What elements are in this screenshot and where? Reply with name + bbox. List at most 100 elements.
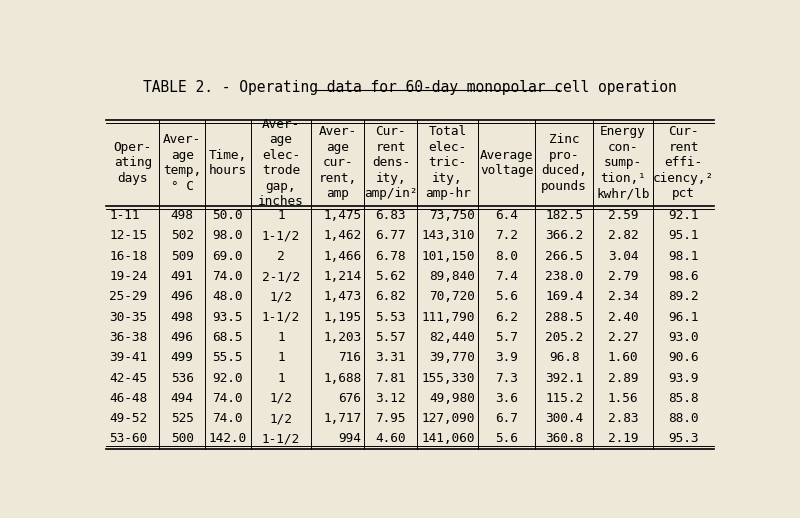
Text: 509: 509 [170,250,194,263]
Text: 2.82: 2.82 [608,229,638,242]
Text: 2: 2 [277,250,285,263]
Text: 73,750: 73,750 [429,209,474,222]
Text: Cur-
rent
effi-
ciency,²
pct: Cur- rent effi- ciency,² pct [653,125,714,200]
Text: 1: 1 [277,371,285,384]
Text: 143,310: 143,310 [422,229,474,242]
Text: 392.1: 392.1 [545,371,583,384]
Text: 496: 496 [170,331,194,344]
Text: 88.0: 88.0 [668,412,699,425]
Text: 6.77: 6.77 [375,229,406,242]
Text: 1,466: 1,466 [323,250,361,263]
Text: 500: 500 [170,433,194,445]
Text: Oper-
ating
days: Oper- ating days [114,141,152,185]
Text: 1: 1 [277,331,285,344]
Text: 55.5: 55.5 [213,351,243,364]
Text: 69.0: 69.0 [213,250,243,263]
Text: 39-41: 39-41 [110,351,147,364]
Text: 8.0: 8.0 [495,250,518,263]
Text: 74.0: 74.0 [213,270,243,283]
Text: 536: 536 [170,371,194,384]
Text: 74.0: 74.0 [213,412,243,425]
Text: 676: 676 [338,392,361,405]
Text: 1,214: 1,214 [323,270,361,283]
Text: 49-52: 49-52 [110,412,147,425]
Text: 115.2: 115.2 [545,392,583,405]
Text: 1,203: 1,203 [323,331,361,344]
Text: 288.5: 288.5 [545,311,583,324]
Text: 92.0: 92.0 [213,371,243,384]
Text: 25-29: 25-29 [110,291,147,304]
Text: Cur-
rent
dens-
ity,
amp/in²: Cur- rent dens- ity, amp/in² [364,125,418,200]
Text: 89,840: 89,840 [429,270,474,283]
Text: 1,195: 1,195 [323,311,361,324]
Text: 716: 716 [338,351,361,364]
Text: 2.34: 2.34 [608,291,638,304]
Text: 491: 491 [170,270,194,283]
Text: 70,720: 70,720 [429,291,474,304]
Text: 360.8: 360.8 [545,433,583,445]
Text: 7.4: 7.4 [495,270,518,283]
Text: Energy
con-
sump-
tion,¹
kwhr/lb: Energy con- sump- tion,¹ kwhr/lb [597,125,650,200]
Text: 1,688: 1,688 [323,371,361,384]
Text: 1: 1 [277,209,285,222]
Text: 96.1: 96.1 [668,311,699,324]
Text: Zinc
pro-
duced,
pounds: Zinc pro- duced, pounds [542,133,587,193]
Text: 92.1: 92.1 [668,209,699,222]
Text: 1/2: 1/2 [270,291,292,304]
Text: 53-60: 53-60 [110,433,147,445]
Text: 5.6: 5.6 [495,291,518,304]
Text: 49,980: 49,980 [429,392,474,405]
Text: 12-15: 12-15 [110,229,147,242]
Text: 5.53: 5.53 [375,311,406,324]
Text: 6.78: 6.78 [375,250,406,263]
Text: Aver-
age
elec-
trode
gap,
inches: Aver- age elec- trode gap, inches [258,118,304,208]
Text: 19-24: 19-24 [110,270,147,283]
Text: 7.95: 7.95 [375,412,406,425]
Text: 300.4: 300.4 [545,412,583,425]
Text: 1-1/2: 1-1/2 [262,311,300,324]
Text: 90.6: 90.6 [668,351,699,364]
Text: 6.4: 6.4 [495,209,518,222]
Text: 2.27: 2.27 [608,331,638,344]
Text: 1,717: 1,717 [323,412,361,425]
Text: 3.31: 3.31 [375,351,406,364]
Text: Time,
hours: Time, hours [209,149,247,177]
Text: 3.9: 3.9 [495,351,518,364]
Text: 142.0: 142.0 [209,433,247,445]
Text: 499: 499 [170,351,194,364]
Text: TABLE 2. - Operating data for 60-day monopolar cell operation: TABLE 2. - Operating data for 60-day mon… [143,80,677,95]
Text: 46-48: 46-48 [110,392,147,405]
Text: 2.89: 2.89 [608,371,638,384]
Text: 1: 1 [277,351,285,364]
Text: 496: 496 [170,291,194,304]
Text: 7.3: 7.3 [495,371,518,384]
Text: 1-1/2: 1-1/2 [262,433,300,445]
Text: 1-11: 1-11 [110,209,140,222]
Text: 2.19: 2.19 [608,433,638,445]
Text: 1,462: 1,462 [323,229,361,242]
Text: 6.82: 6.82 [375,291,406,304]
Text: 39,770: 39,770 [429,351,474,364]
Text: 7.81: 7.81 [375,371,406,384]
Text: 2.40: 2.40 [608,311,638,324]
Text: 93.5: 93.5 [213,311,243,324]
Text: 5.57: 5.57 [375,331,406,344]
Text: 95.3: 95.3 [668,433,699,445]
Text: 498: 498 [170,209,194,222]
Text: 266.5: 266.5 [545,250,583,263]
Text: 155,330: 155,330 [422,371,474,384]
Text: 98.0: 98.0 [213,229,243,242]
Text: Aver-
age
cur-
rent,
amp: Aver- age cur- rent, amp [318,125,357,200]
Text: 48.0: 48.0 [213,291,243,304]
Text: 16-18: 16-18 [110,250,147,263]
Text: 89.2: 89.2 [668,291,699,304]
Text: 3.04: 3.04 [608,250,638,263]
Text: 3.6: 3.6 [495,392,518,405]
Text: 6.2: 6.2 [495,311,518,324]
Text: 1,473: 1,473 [323,291,361,304]
Text: Average
voltage: Average voltage [480,149,534,177]
Text: 3.12: 3.12 [375,392,406,405]
Text: 98.6: 98.6 [668,270,699,283]
Text: 111,790: 111,790 [422,311,474,324]
Text: 30-35: 30-35 [110,311,147,324]
